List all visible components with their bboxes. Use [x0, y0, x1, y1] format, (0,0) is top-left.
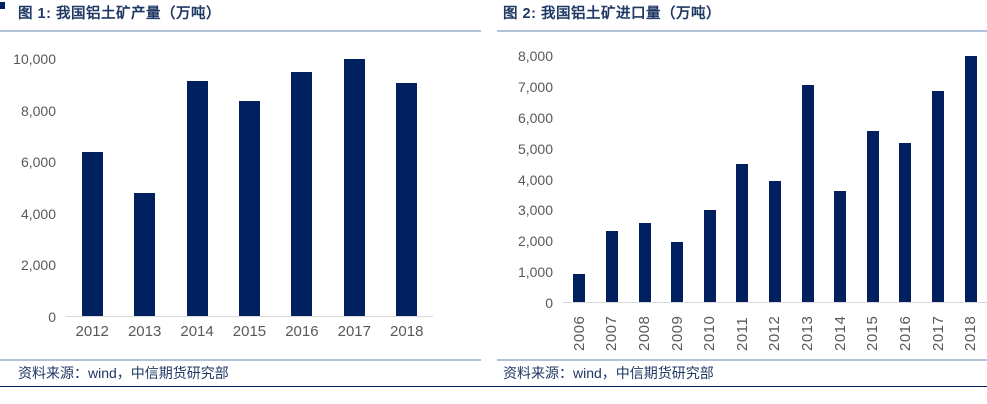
x-axis-label: 2014 [831, 315, 849, 351]
chart-panel-imports: 图 2: 我国铝土矿进口量（万吨） 0 1,000 2,000 3,000 4,000 5… [497, 0, 987, 382]
x-axis-label: 2018 [962, 315, 980, 351]
table-border-fragment [0, 2, 5, 9]
bar [134, 192, 156, 316]
bar [671, 242, 684, 302]
x-axis-label: 2015 [232, 323, 267, 340]
y-axis: 0 1,000 2,000 3,000 4,000 5,000 6,000 7,000 8,00… [497, 48, 563, 311]
x-axis-label: 2016 [896, 315, 914, 351]
bar [638, 223, 651, 302]
x-axis-label: 2012 [75, 323, 109, 340]
chart-title-production: 图 1: 我国铝土矿产量（万吨） [0, 0, 481, 32]
x-axis-label: 2015 [864, 315, 882, 351]
x-axis: 2006 2007 2008 2009 2010 2011 2012 2013 2014 2015… [563, 307, 987, 351]
bar [573, 274, 586, 302]
bar [834, 190, 847, 302]
bar [964, 56, 977, 302]
bar [81, 151, 103, 316]
bar [899, 142, 912, 302]
bar [932, 91, 944, 302]
y-axis-label: 1,000 [517, 264, 553, 281]
y-axis-label: 2,000 [20, 257, 56, 274]
bar [703, 209, 716, 302]
bar [291, 71, 313, 316]
source-note: 资料来源：wind，中信期货研究部 [18, 365, 229, 381]
bar [396, 83, 418, 316]
bar [605, 231, 618, 302]
y-axis-label: 4,000 [517, 171, 553, 188]
y-axis: 0 2,000 4,000 6,000 8,000 10,000 [0, 51, 66, 325]
chart-panel-production: 图 1: 我国铝土矿产量（万吨） 0 2,000 4,000 6,000 8,000 10… [0, 0, 481, 382]
y-axis-label: 5,000 [517, 140, 553, 157]
x-axis: 2012 2013 2014 2015 2016 2017 2018 [66, 322, 433, 341]
imports-bar-chart: 0 1,000 2,000 3,000 4,000 5,000 6,000 7,000 8,00… [497, 48, 987, 351]
source-note: 资料来源：wind，中信期货研究部 [503, 365, 714, 381]
x-axis-label: 2012 [766, 315, 784, 351]
bottom-border-rule [0, 386, 987, 387]
chart-title-imports: 图 2: 我国铝土矿进口量（万吨） [497, 0, 987, 32]
x-axis-label: 2009 [668, 315, 686, 351]
x-axis-label: 2014 [180, 323, 214, 340]
bar [736, 163, 749, 302]
x-axis-label: 2010 [701, 315, 719, 351]
bar [186, 80, 208, 316]
x-axis-label: 2013 [799, 315, 817, 351]
source-row: 资料来源：wind，中信期货研究部 [0, 359, 481, 382]
bar [866, 131, 879, 302]
y-axis-label: 6,000 [517, 109, 553, 126]
y-axis-label: 3,000 [517, 202, 553, 219]
y-axis-label: 2,000 [517, 233, 553, 250]
y-axis-label: 6,000 [20, 154, 56, 171]
bar [801, 84, 814, 302]
x-axis-label: 2017 [929, 315, 947, 351]
bar [343, 59, 365, 316]
y-axis-label: 0 [48, 309, 56, 325]
production-bar-chart: 0 2,000 4,000 6,000 8,000 10,000 2012 2013 2014 2… [0, 51, 481, 341]
x-axis-label: 2011 [733, 316, 751, 351]
source-row: 资料来源：wind，中信期货研究部 [497, 359, 987, 382]
x-axis-label: 2008 [636, 315, 654, 351]
plot-area [66, 59, 433, 317]
x-axis-label: 2007 [603, 315, 621, 351]
y-axis-label: 0 [545, 295, 553, 311]
chart-panels: 图 1: 我国铝土矿产量（万吨） 0 2,000 4,000 6,000 8,000 10… [0, 0, 987, 382]
x-axis-label: 2013 [127, 323, 162, 340]
y-axis-label: 8,000 [20, 102, 56, 119]
y-axis-label: 8,000 [517, 48, 553, 64]
bar [238, 101, 260, 316]
y-axis-label: 7,000 [517, 78, 553, 95]
x-axis-label: 2016 [285, 323, 319, 340]
bar [768, 180, 781, 302]
x-axis-label: 2006 [570, 315, 588, 351]
y-axis-label: 4,000 [20, 205, 56, 222]
x-axis-label: 2017 [337, 323, 371, 340]
plot-area [563, 56, 987, 303]
x-axis-label: 2018 [390, 323, 424, 340]
y-axis-label: 10,000 [13, 51, 56, 67]
